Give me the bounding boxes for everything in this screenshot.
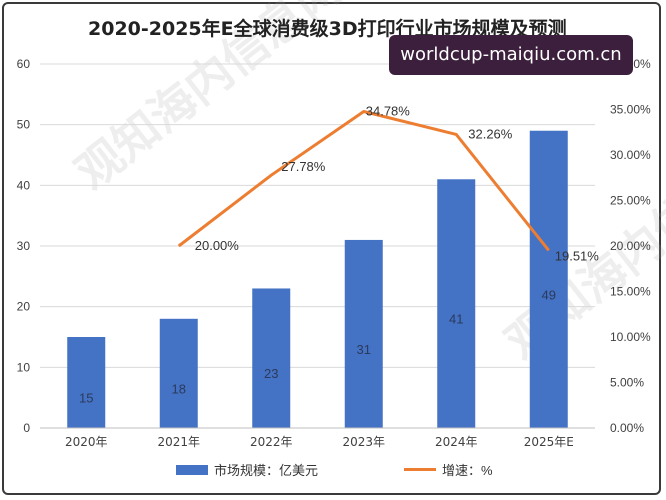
y-right-tick-label: 0.00% [610, 421, 644, 435]
x-tick-label: 2020年 [65, 435, 108, 449]
bar-data-label: 18 [172, 381, 186, 396]
bar [67, 337, 106, 428]
legend-label-bar: 市场规模：亿美元 [214, 463, 319, 478]
y-left-tick-label: 10 [17, 360, 31, 374]
chart-title: 2020-2025年E全球消费级3D打印行业市场规模及预测 [88, 18, 567, 40]
line-data-label: 32.26% [468, 126, 513, 141]
y-right-tick-label: 10.00% [610, 330, 651, 344]
y-right-tick-label: 20.00% [610, 239, 651, 253]
bar [344, 239, 383, 428]
y-left-tick-label: 50 [17, 118, 31, 132]
y-left-tick-label: 60 [17, 57, 31, 71]
y-right-tick-label: 35.00% [610, 103, 651, 117]
bar-data-label: 49 [542, 287, 556, 302]
x-tick-label: 2022年 [250, 435, 293, 449]
y-right-tick-label: 5.00% [610, 376, 644, 390]
y-right-tick-label: 25.00% [610, 194, 651, 208]
y-left-tick-label: 0 [23, 421, 30, 435]
y-right-tick-label: 15.00% [610, 285, 651, 299]
legend-bar-swatch [176, 464, 208, 475]
x-tick-label: 2024年 [435, 435, 478, 449]
x-tick-label: 2023年 [342, 435, 385, 449]
url-badge: worldcup-maiqiu.com.cn [389, 35, 633, 75]
bar [529, 130, 568, 428]
y-left-tick-label: 20 [17, 300, 31, 314]
y-left-tick-label: 30 [17, 239, 31, 253]
bar-data-label: 41 [449, 312, 463, 327]
legend-line-swatch [404, 468, 436, 471]
x-tick-label: 2025年E [524, 435, 574, 449]
bar-data-label: 15 [79, 391, 93, 406]
bar-data-label: 31 [357, 342, 371, 357]
bar [159, 318, 198, 428]
line-data-label: 20.00% [195, 238, 240, 253]
x-tick-label: 2021年 [157, 435, 200, 449]
legend-item-line: 增速：% [404, 460, 493, 479]
growth-line [177, 110, 550, 252]
legend-label-line: 增速：% [442, 463, 493, 478]
y-right-tick-label: 30.00% [610, 148, 651, 162]
line-data-label: 34.78% [366, 104, 411, 119]
line-data-label: 19.51% [555, 248, 600, 263]
legend-item-bar: 市场规模：亿美元 [176, 460, 318, 479]
line-data-label: 27.78% [281, 159, 326, 174]
bar [252, 288, 291, 428]
bar-data-label: 23 [264, 366, 278, 381]
legend: 市场规模：亿美元 增速：% [0, 460, 666, 480]
y-left-tick-label: 40 [17, 178, 31, 192]
bar [437, 179, 476, 428]
